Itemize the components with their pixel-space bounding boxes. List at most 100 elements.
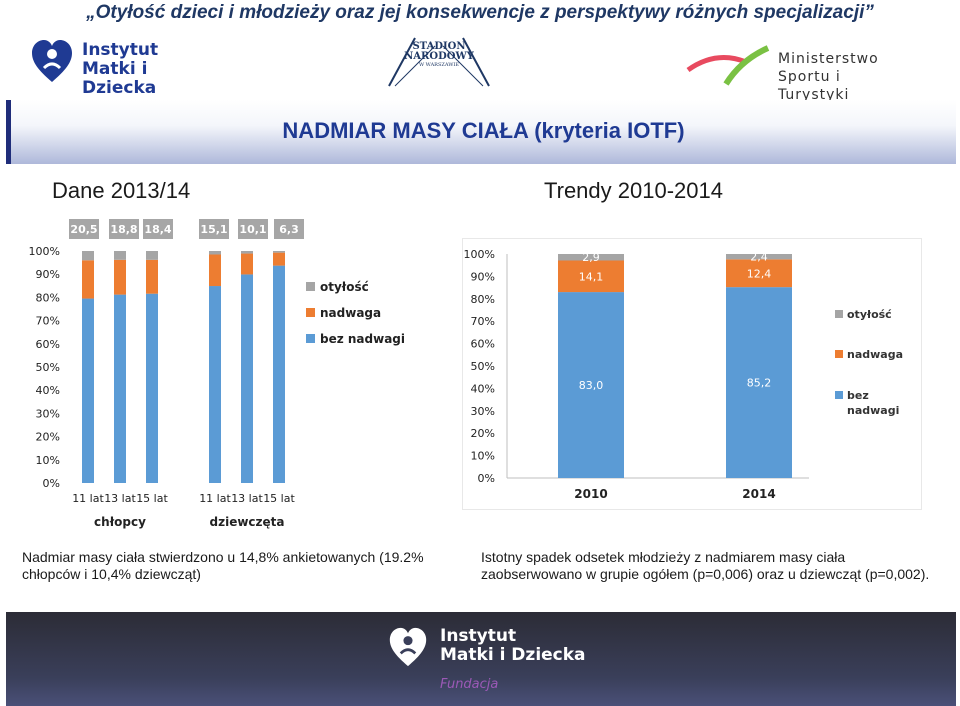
top-label-box [109, 219, 139, 239]
top-label: 18,8 [110, 223, 137, 236]
y-tick-label: 30% [36, 407, 60, 420]
legend-label: nadwaga [847, 348, 903, 361]
footer-logo-line1: Instytut [440, 626, 517, 646]
bar-segment [146, 251, 158, 260]
ministry-swoosh-icon [686, 45, 770, 86]
heart-hands-icon [389, 627, 427, 667]
legend-swatch [835, 350, 843, 358]
bar-segment [114, 259, 126, 295]
chart-trends-svg: 0% 10% 20% 30% 40% 50% 60% 70% 80% 90% 100% 83,0 14,… [464, 248, 903, 501]
legend-label: bez [847, 389, 869, 402]
y-tick-label: 20% [471, 427, 495, 440]
note-left: Nadmiar masy ciała stwierdzono u 14,8% a… [22, 549, 424, 582]
y-tick-label: 70% [471, 315, 495, 328]
top-label-box [274, 219, 304, 239]
bar-segment [209, 254, 221, 287]
bar-segment [726, 259, 792, 288]
right-heading: Trendy 2010-2014 [544, 178, 723, 203]
y-tick-label: 10% [471, 450, 495, 463]
y-tick-label: 50% [471, 360, 495, 373]
legend-swatch [835, 391, 843, 399]
bar-segment [209, 251, 221, 255]
bar-segment [241, 251, 253, 254]
x-tick-label: 2010 [574, 487, 607, 501]
y-tick-label: 60% [36, 338, 60, 351]
bar-segment [273, 252, 285, 266]
x-tick-label: 15 lat [263, 492, 295, 505]
footer [6, 612, 956, 706]
bar-segment [726, 287, 792, 478]
chart-2013-14-svg: 0% 10% 20% 30% 40% 50% 60% 70% 80% 90% 100% 11 lat 2… [29, 219, 405, 529]
top-label-box [143, 219, 173, 239]
stadion-logo: STADION NARODOWY W WARSZAWIE [385, 36, 493, 90]
ministry-logo-line2: Sportu i Turystyki [778, 69, 850, 103]
footer-logo-line2: Matki i Dziecka [440, 645, 586, 665]
top-label-box [199, 219, 229, 239]
y-tick-label: 100% [464, 248, 495, 261]
x-tick-label: 11 lat [72, 492, 104, 505]
bar-segment [146, 293, 158, 483]
imid-logo-line1: Instytut [82, 40, 159, 60]
y-tick-label: 0% [43, 477, 60, 490]
legend-label: nadwaga [320, 306, 381, 320]
stadion-logo-line1: STADION [412, 41, 466, 52]
legend-label: bez nadwagi [320, 332, 405, 346]
bar-segment [726, 254, 792, 260]
group-label: chłopcy [94, 515, 146, 529]
y-tick-label: 60% [471, 338, 495, 351]
x-tick-label: 13 lat [104, 492, 136, 505]
chart-2013-14: 0% 10% 20% 30% 40% 50% 60% 70% 80% 90% 100% 11 lat 2… [28, 212, 428, 538]
y-tick-label: 70% [36, 315, 60, 328]
top-label: 18,4 [144, 223, 171, 236]
imid-logo: Instytut Matki i Dziecka [30, 36, 220, 98]
x-tick-label: 2014 [742, 487, 775, 501]
y-tick-label: 0% [478, 472, 495, 485]
y-tick-label: 100% [29, 245, 60, 258]
footer-fundacja: Fundacja [440, 677, 499, 692]
bar-segment [82, 251, 94, 261]
x-tick-label: 11 lat [199, 492, 231, 505]
bar-segment [273, 265, 285, 483]
top-label: 15,1 [200, 223, 227, 236]
legend-label: otyłość [320, 280, 369, 294]
data-label: 2,4 [750, 251, 768, 264]
bar-segment [209, 286, 221, 483]
legend-swatch [306, 308, 315, 317]
heart-hands-icon [32, 40, 72, 82]
bar-segment [558, 292, 624, 478]
legend-swatch [835, 310, 843, 318]
y-tick-label: 20% [36, 431, 60, 444]
data-label: 2,9 [582, 251, 600, 264]
section-banner: NADMIAR MASY CIAŁA (kryteria IOTF) [6, 100, 956, 164]
y-tick-label: 40% [36, 384, 60, 397]
top-label-box [238, 219, 268, 239]
bar-segment [241, 253, 253, 275]
bar-segment [558, 260, 624, 293]
bar-segment [82, 298, 94, 483]
bar-segment [273, 251, 285, 253]
footer-logo: Instytut Matki i Dziecka Fundacja [388, 625, 588, 695]
bar-segment [146, 259, 158, 294]
bar-segment [241, 274, 253, 483]
imid-logo-line2: Matki i Dziecka [82, 59, 157, 98]
slide-title: „Otyłość dzieci i młodzieży oraz jej kon… [86, 2, 874, 23]
stadion-logo-line2: NARODOWY [404, 51, 474, 62]
y-tick-label: 90% [471, 270, 495, 283]
ministry-logo-line1: Ministerstwo [778, 51, 879, 67]
left-heading: Dane 2013/14 [52, 178, 191, 203]
legend-label: nadwagi [847, 404, 899, 417]
legend-swatch [306, 282, 315, 291]
stadion-emblem-icon [388, 37, 490, 87]
data-label: 14,1 [579, 270, 604, 283]
note-right: Istotny spadek odsetek młodzieży z nadmi… [481, 549, 930, 582]
bar-segment [114, 251, 126, 260]
bar-segment [82, 260, 94, 299]
top-label: 10,1 [239, 223, 266, 236]
x-tick-label: 13 lat [231, 492, 263, 505]
y-tick-label: 80% [471, 293, 495, 306]
data-label: 85,2 [747, 377, 772, 390]
stadion-logo-line3: W WARSZAWIE [418, 62, 460, 68]
top-label: 6,3 [279, 223, 299, 236]
y-tick-label: 10% [36, 454, 60, 467]
top-label: 20,5 [70, 223, 97, 236]
